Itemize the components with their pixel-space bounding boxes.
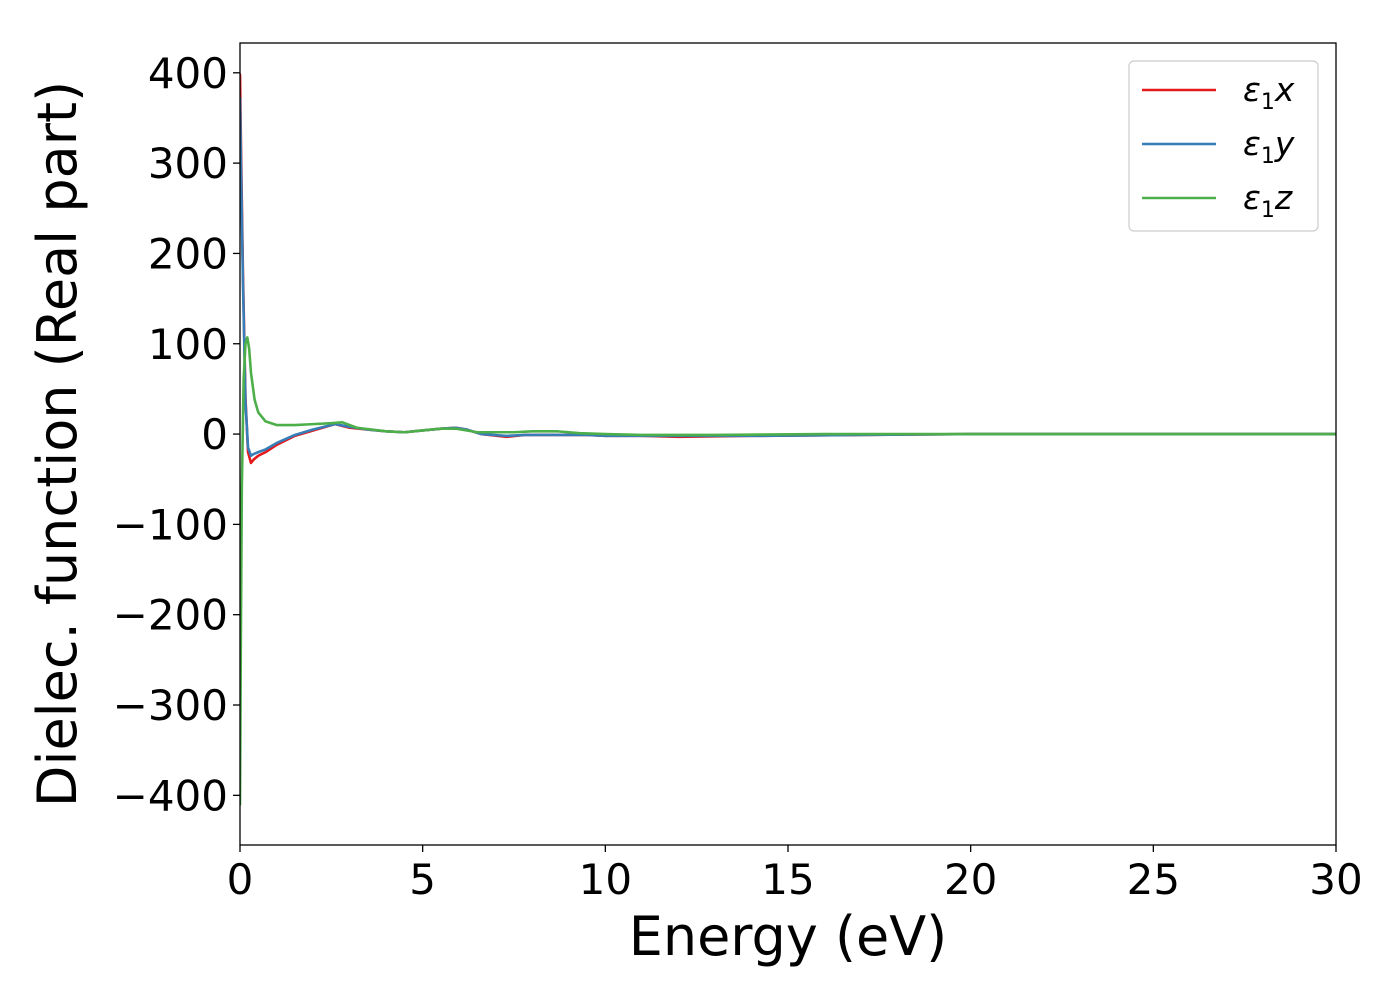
y-tick-label: −100	[113, 500, 228, 549]
y-tick-label: 400	[148, 49, 228, 98]
y-axis: −400 −300 −200 −100 0 100 200 300 400	[113, 49, 240, 820]
x-axis-title: Energy (eV)	[629, 905, 948, 968]
series-line-z	[240, 336, 1336, 806]
x-axis: 0 5 10 15 20 25 30	[227, 845, 1363, 904]
x-tick-label: 25	[1127, 855, 1180, 904]
y-tick-label: 300	[148, 139, 228, 188]
x-tick-label: 10	[579, 855, 632, 904]
y-tick-label: 100	[148, 320, 228, 369]
legend-box	[1128, 60, 1319, 232]
legend-label-y: ε1y	[1243, 124, 1295, 169]
x-tick-label: 0	[227, 855, 254, 904]
y-tick-label: −400	[113, 771, 228, 820]
legend-label-x: ε1x	[1243, 70, 1295, 115]
legend-label-z: ε1z	[1243, 178, 1293, 223]
x-tick-label: 30	[1309, 855, 1362, 904]
y-axis-title: Dielec. function (Real part)	[26, 81, 89, 807]
series-layer	[240, 73, 1336, 806]
y-tick-label: −200	[113, 591, 228, 640]
x-tick-label: 5	[409, 855, 436, 904]
legend: ε1x ε1y ε1z	[1128, 60, 1319, 232]
y-tick-label: −300	[113, 681, 228, 730]
x-tick-label: 20	[944, 855, 997, 904]
y-tick-label: 200	[148, 229, 228, 278]
y-tick-label: 0	[201, 410, 228, 459]
x-tick-label: 15	[761, 855, 814, 904]
